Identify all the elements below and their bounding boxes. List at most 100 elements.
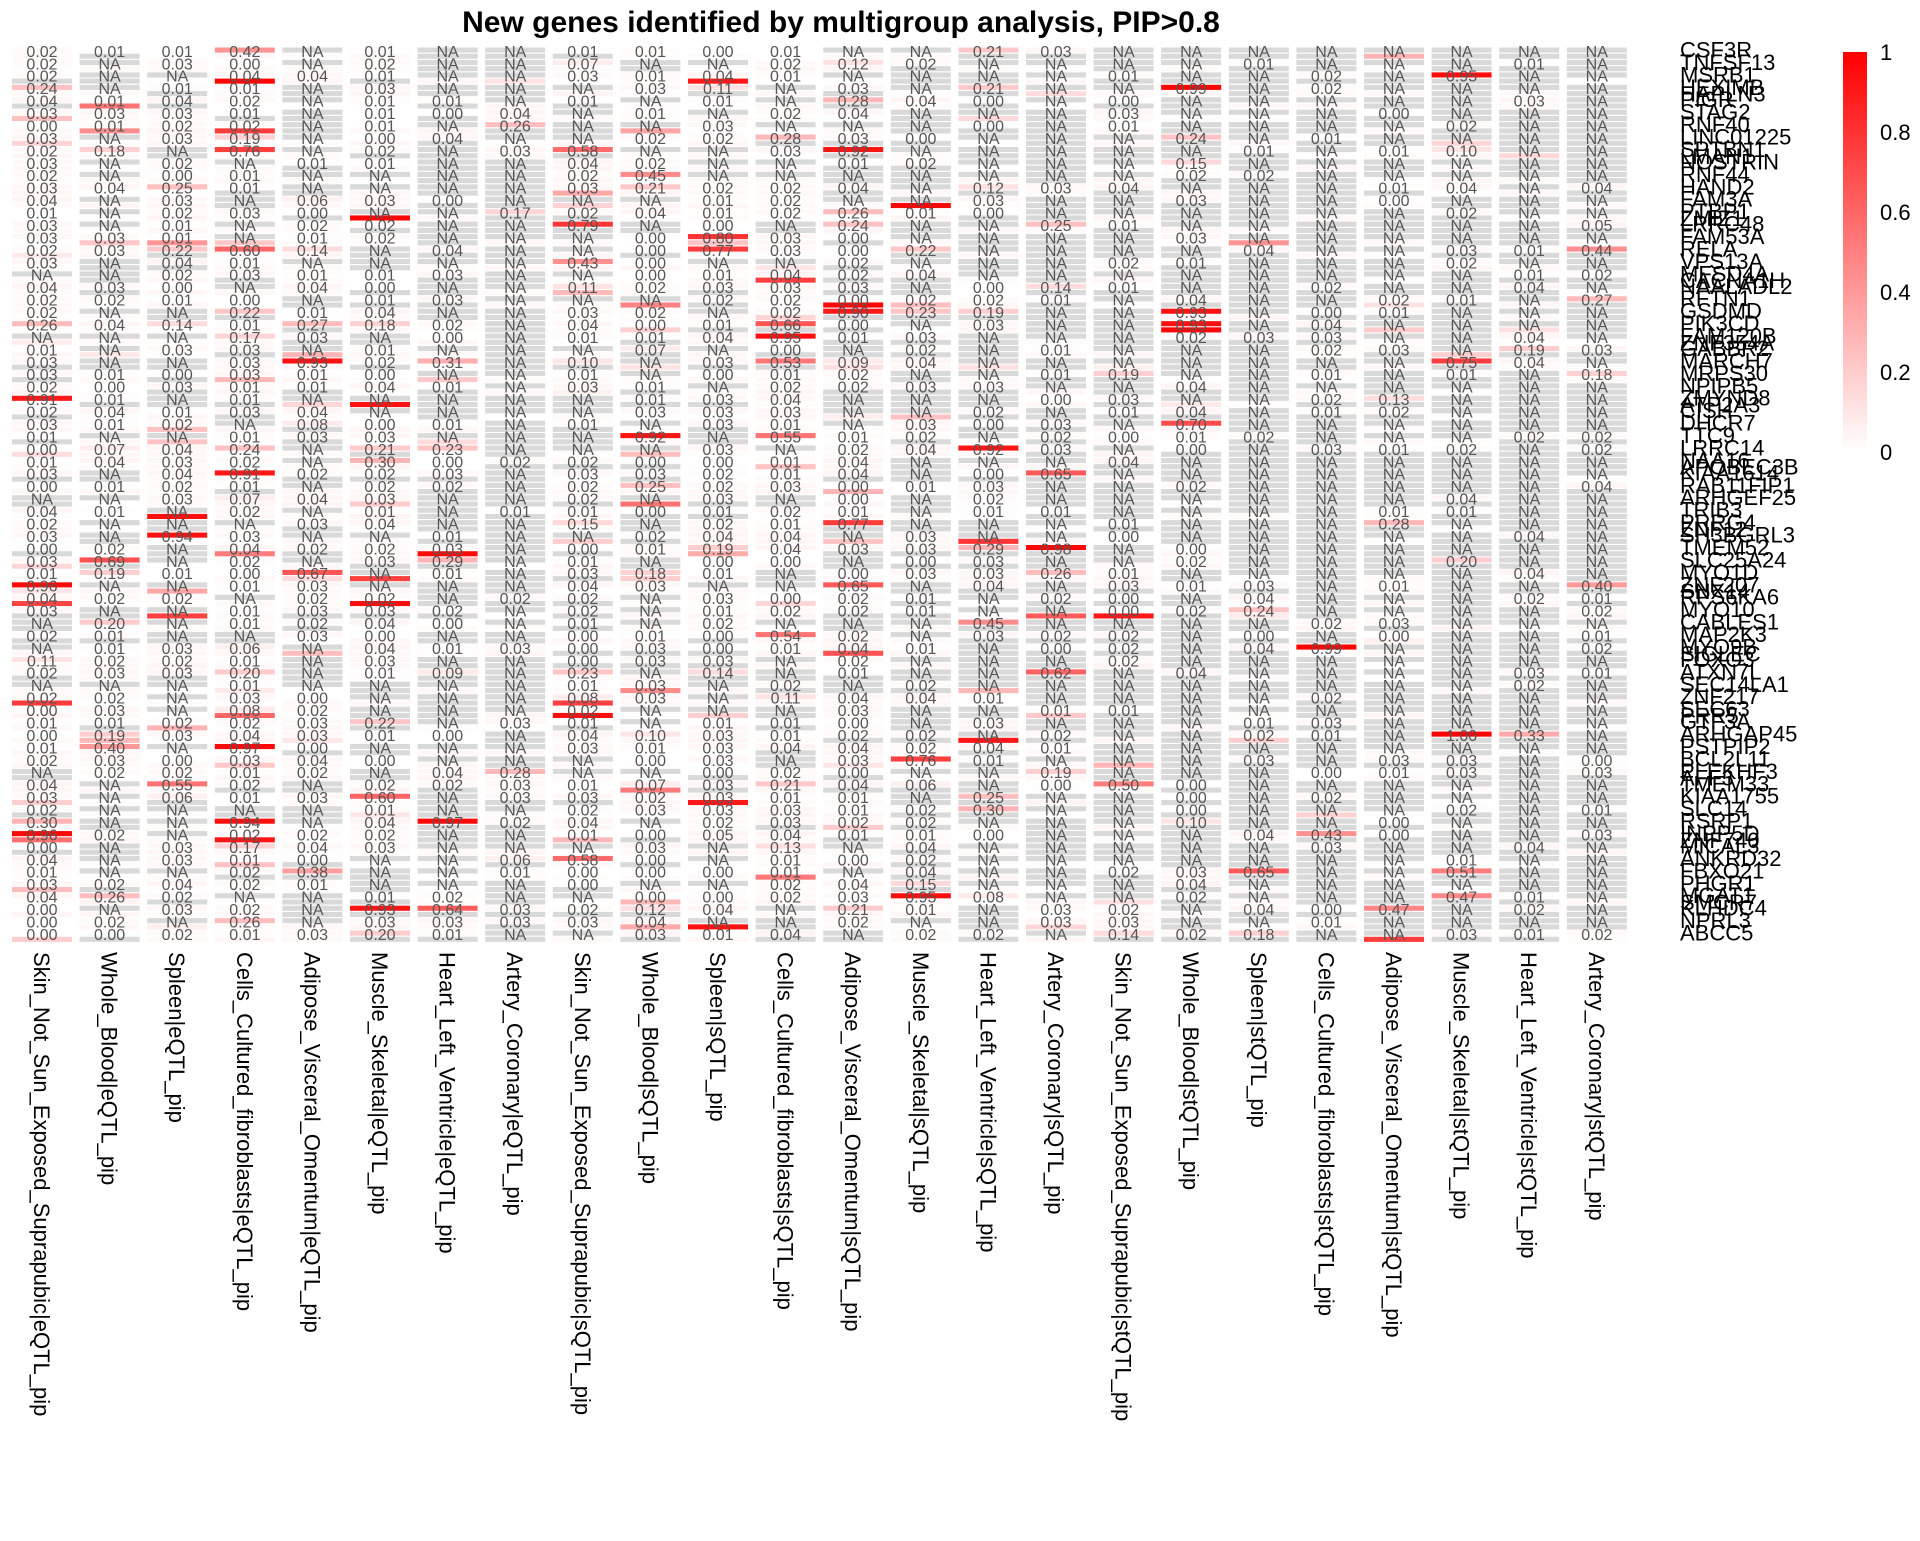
- heatmap-cell: [417, 905, 478, 911]
- heatmap-cell: [1566, 880, 1627, 886]
- heatmap-cell: [1228, 433, 1289, 439]
- heatmap-cell: [1296, 781, 1357, 787]
- heatmap-cell: [823, 202, 884, 209]
- heatmap-cell: [79, 613, 140, 619]
- heatmap-cell: [12, 887, 72, 893]
- heatmap-cell: [350, 893, 410, 899]
- heatmap-cell: [1499, 675, 1560, 681]
- heatmap-cell: [12, 128, 72, 134]
- heatmap-cell: [350, 545, 410, 551]
- heatmap-cell: [1228, 445, 1289, 451]
- heatmap-cell: [1161, 569, 1222, 575]
- heatmap-cell: [823, 258, 884, 265]
- heatmap-cell: [214, 445, 275, 451]
- heatmap-cell: [1093, 862, 1154, 868]
- heatmap-cell: [1296, 339, 1357, 345]
- heatmap-cell: [12, 855, 72, 862]
- heatmap-cell: [1499, 464, 1560, 470]
- heatmap-cell: [620, 209, 681, 215]
- heatmap-cell: [1499, 147, 1560, 153]
- cell-value-label: 0.02: [26, 803, 57, 820]
- heatmap-cell: [958, 936, 1019, 942]
- heatmap-cell: [1026, 874, 1086, 880]
- heatmap-cell: [1228, 383, 1289, 389]
- heatmap-cell: [214, 799, 275, 806]
- heatmap-cell: [823, 768, 884, 774]
- heatmap-cell: [1364, 321, 1424, 327]
- heatmap-cell: [417, 47, 478, 53]
- heatmap-cell: [350, 924, 410, 930]
- heatmap-cell: [1296, 265, 1357, 271]
- heatmap-cell: [1228, 271, 1289, 277]
- heatmap-cell: [1364, 744, 1424, 750]
- heatmap-cell: [890, 321, 951, 327]
- heatmap-cell: [12, 862, 72, 868]
- heatmap-cell: [12, 215, 72, 221]
- heatmap-cell: [890, 439, 951, 445]
- heatmap-cell: [1566, 918, 1627, 924]
- heatmap-cell: [485, 171, 546, 177]
- heatmap-cell: [147, 507, 208, 513]
- heatmap-cell: [1093, 831, 1154, 837]
- heatmap-cell: [1364, 258, 1424, 265]
- heatmap-cell: [1566, 72, 1627, 78]
- heatmap-cell: [485, 451, 546, 457]
- heatmap-cell: [620, 545, 681, 551]
- heatmap-cell: [1296, 72, 1357, 78]
- heatmap-cell: [1566, 818, 1627, 824]
- cell-value-label: 0.04: [26, 852, 57, 869]
- heatmap-cell: [485, 109, 546, 115]
- heatmap-cell: [147, 545, 208, 551]
- heatmap-cell: [282, 855, 343, 862]
- heatmap-cell: [823, 936, 884, 942]
- heatmap-cell: [485, 712, 546, 719]
- heatmap-cell: [755, 644, 816, 650]
- heatmap-cell: [1161, 694, 1222, 700]
- heatmap-cell: [147, 364, 208, 370]
- heatmap-cell: [1499, 688, 1560, 694]
- heatmap-cell: [1296, 433, 1357, 439]
- heatmap-cell: [552, 221, 613, 227]
- heatmap-cell: [147, 557, 208, 563]
- heatmap-cell: [350, 140, 410, 146]
- heatmap-cell: [1499, 72, 1560, 78]
- cell-value-label: 0.03: [26, 417, 57, 434]
- heatmap-cell: [79, 675, 140, 681]
- heatmap-cell: [350, 352, 410, 358]
- heatmap-cell: [1296, 84, 1357, 90]
- heatmap-cell: [620, 594, 681, 600]
- heatmap-cell: [1499, 470, 1560, 476]
- heatmap-cell: [1296, 277, 1357, 283]
- heatmap-cell: [485, 296, 546, 302]
- heatmap-cell: [147, 532, 208, 538]
- heatmap-cell: [1499, 271, 1560, 277]
- heatmap-cell: [688, 930, 748, 936]
- heatmap-cell: [1026, 632, 1086, 638]
- heatmap-cell: [147, 806, 208, 812]
- heatmap-cell: [12, 793, 72, 799]
- heatmap-cell: [350, 97, 410, 103]
- heatmap-cell: [1364, 202, 1424, 209]
- heatmap-cell: [1364, 408, 1424, 414]
- heatmap-cell: [1026, 84, 1086, 90]
- heatmap-cell: [1364, 364, 1424, 370]
- heatmap-cell: [282, 97, 343, 103]
- heatmap-cell: [350, 252, 410, 258]
- heatmap-cell: [282, 936, 343, 942]
- heatmap-cell: [485, 650, 546, 656]
- heatmap-cell: [1228, 563, 1289, 569]
- heatmap-cell: [417, 109, 478, 115]
- heatmap-cell: [823, 793, 884, 799]
- heatmap-cell: [755, 265, 816, 271]
- heatmap-cell: [12, 414, 72, 420]
- heatmap-cell: [1499, 911, 1560, 918]
- heatmap-cell: [552, 787, 613, 793]
- heatmap-cell: [1499, 209, 1560, 215]
- heatmap-cell: [890, 675, 951, 681]
- heatmap-cell: [147, 681, 208, 687]
- heatmap-cell: [1296, 607, 1357, 613]
- heatmap-cell: [1161, 389, 1222, 395]
- heatmap-cell: [958, 364, 1019, 370]
- heatmap-cell: [958, 66, 1019, 72]
- heatmap-cell: [1093, 532, 1154, 538]
